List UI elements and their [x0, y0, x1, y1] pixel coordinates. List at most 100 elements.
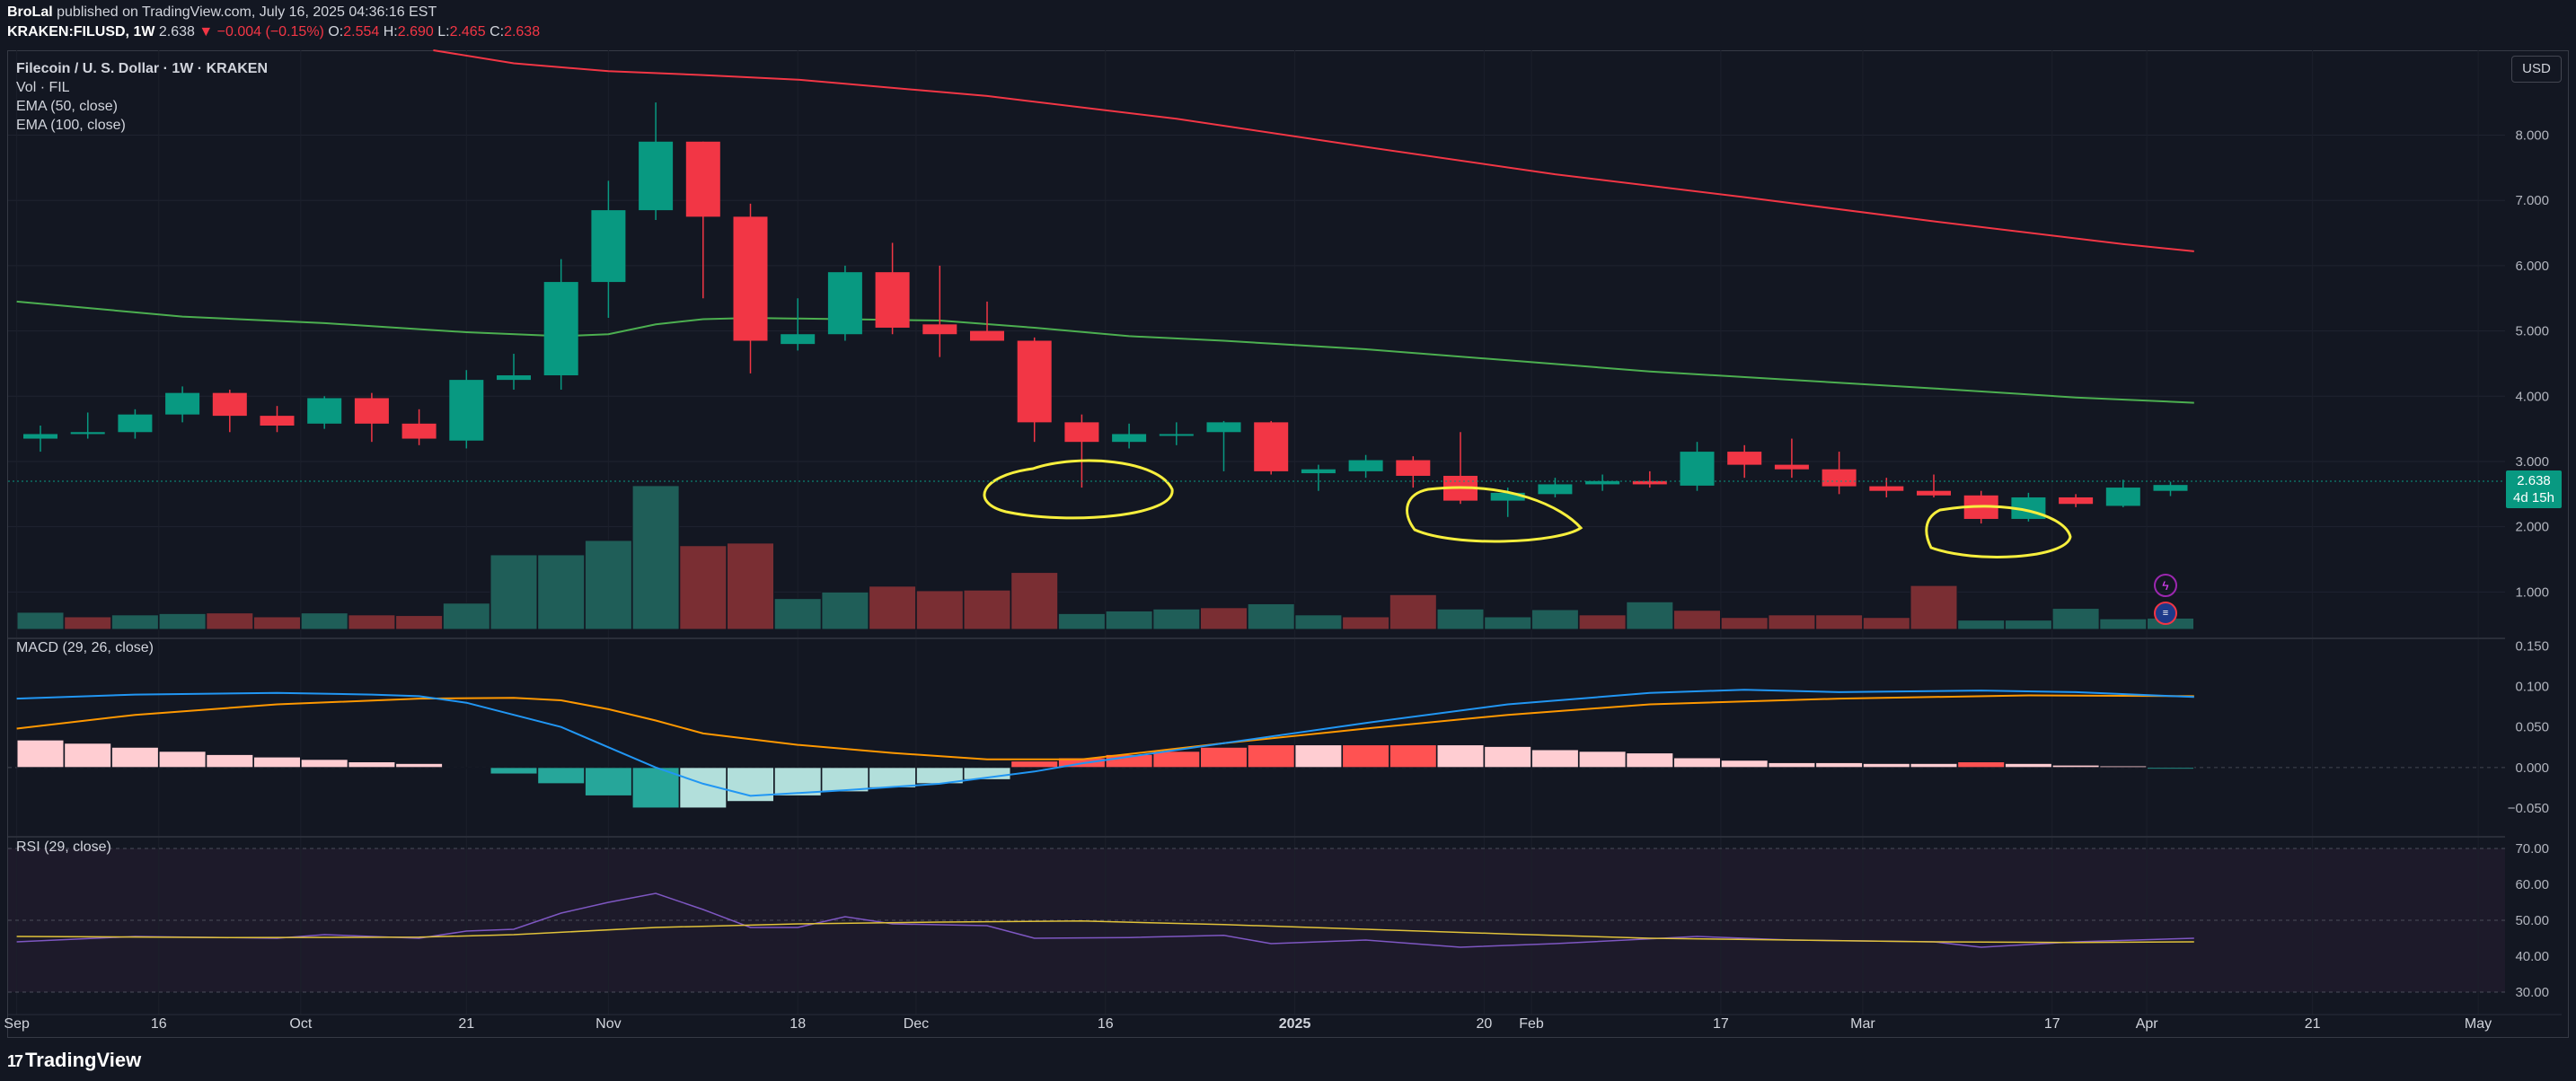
price-tick-label: 6.000 [2515, 259, 2549, 274]
volume-bar [253, 616, 301, 630]
volume-bar [1957, 620, 2006, 630]
macd-histogram-bar [1342, 744, 1390, 769]
volume-bar [490, 554, 538, 630]
candle-body [922, 324, 957, 335]
macd-histogram-bar [490, 767, 538, 775]
price-tick-label: 3.000 [2515, 454, 2549, 470]
macd-histogram-bar [1531, 749, 1579, 769]
candle-body [118, 414, 153, 433]
time-tick-label: 16 [1098, 1016, 1114, 1032]
volume-bar [1436, 608, 1485, 630]
candle-body [875, 272, 910, 328]
volume-bar [1010, 572, 1059, 630]
volume-bar [821, 591, 869, 630]
volume-bar [1862, 617, 1910, 630]
macd-histogram-bar [727, 767, 774, 803]
time-axis: Sep 16 Oct 21 Nov 18 Dec 16 2025 20 Feb 17 Mar 17 Apr 2… [4, 1016, 2492, 1032]
macd-histogram-bar [1578, 751, 1627, 769]
flag-icon[interactable]: ≡ [2154, 602, 2177, 625]
legend-title[interactable]: Filecoin / U. S. Dollar · 1W · KRAKEN [16, 61, 269, 76]
candle-body [1159, 434, 1194, 436]
rsi-band [8, 848, 2505, 992]
low-value: 2.465 [449, 24, 486, 40]
volume-bar [631, 485, 680, 630]
macd-histogram-bar [300, 759, 348, 769]
candle-body [1632, 480, 1667, 485]
volume-bar [2099, 618, 2148, 630]
tradingview-logo-text: TradingView [25, 1049, 142, 1071]
macd-histogram-bar [1815, 761, 1864, 769]
volume-bar [300, 612, 348, 630]
macd-histogram-bar [1247, 744, 1295, 769]
candle-body [591, 210, 626, 283]
legend-volume[interactable]: Vol · FIL [16, 80, 70, 95]
price-tick-label: 4.000 [2515, 389, 2549, 404]
macd-tick-label: 0.000 [2515, 760, 2549, 776]
macd-histogram-bar [16, 739, 65, 769]
last-price-tag: 2.638 4d 15h [2506, 470, 2562, 508]
macd-line [16, 689, 2194, 797]
macd-label[interactable]: MACD (29, 26, close) [16, 640, 154, 655]
annotation-ellipse-2 [1406, 486, 1584, 543]
last-price: 2.638 [158, 24, 195, 40]
time-tick-label: 21 [458, 1016, 474, 1032]
currency-button[interactable]: USD [2511, 56, 2562, 83]
candle-body [165, 392, 200, 415]
candle-body [1348, 460, 1383, 471]
volume-bar [1247, 602, 1295, 630]
candle-body [2105, 488, 2140, 506]
rsi-label[interactable]: RSI (29, close) [16, 839, 111, 855]
volume-bar [16, 611, 65, 630]
candle-body [1680, 452, 1715, 486]
volume-bar [206, 612, 254, 630]
macd-histogram-bar [1910, 762, 1958, 769]
macd-histogram-bar [110, 746, 159, 769]
legend-ema50[interactable]: EMA (50, close) [16, 99, 118, 114]
time-tick-label: 18 [790, 1016, 806, 1032]
legend-ema100[interactable]: EMA (100, close) [16, 118, 126, 133]
volume-bar [1484, 616, 1532, 630]
macd-histogram-bar [1957, 761, 2006, 769]
time-tick-label: 17 [2044, 1016, 2060, 1032]
candle-body [1774, 464, 1809, 470]
volume-bar [1815, 614, 1864, 630]
macd-histogram-bar [773, 767, 822, 796]
candle-body [1585, 480, 1620, 485]
candle-body [1254, 422, 1289, 471]
volume-bar [1342, 616, 1390, 630]
macd-histogram-bar [64, 743, 112, 769]
candle-body [1490, 492, 1525, 501]
author-name[interactable]: BroLal [7, 4, 53, 20]
rsi-tick-label: 40.00 [2515, 949, 2549, 964]
time-tick-label: Sep [4, 1016, 30, 1032]
candle-body [449, 380, 484, 441]
volume-bar [1294, 614, 1343, 630]
candle-body [354, 398, 389, 424]
tradingview-logo-icon: 17 [7, 1052, 23, 1070]
candles [23, 102, 2188, 524]
volume-bar [2004, 620, 2052, 630]
time-tick-label: 16 [151, 1016, 167, 1032]
price-change: ▼ −0.004 (−0.15%) [198, 24, 324, 40]
candle-body [543, 282, 578, 376]
volume-bar [1768, 614, 1816, 630]
time-tick-label: Nov [595, 1016, 621, 1032]
volume-bar [1531, 609, 1579, 630]
candle-body [2059, 497, 2094, 505]
tradingview-logo[interactable]: 17 TradingView [7, 1049, 141, 1072]
volume-bar [158, 612, 207, 630]
lightning-icon[interactable]: ϟ [2154, 574, 2177, 597]
time-tick-label: 21 [2305, 1016, 2321, 1032]
volume-bar [773, 598, 822, 630]
volume-bar [348, 614, 396, 630]
macd-histogram-bar [1673, 757, 1721, 769]
volume-bar [915, 590, 964, 630]
candle-body [1112, 434, 1147, 443]
volume-bars [16, 485, 2194, 630]
candle-body [401, 423, 437, 439]
candle-body [260, 416, 295, 426]
volume-bar [584, 540, 632, 630]
rsi-tick-label: 70.00 [2515, 841, 2549, 857]
high-value: 2.690 [397, 24, 434, 40]
